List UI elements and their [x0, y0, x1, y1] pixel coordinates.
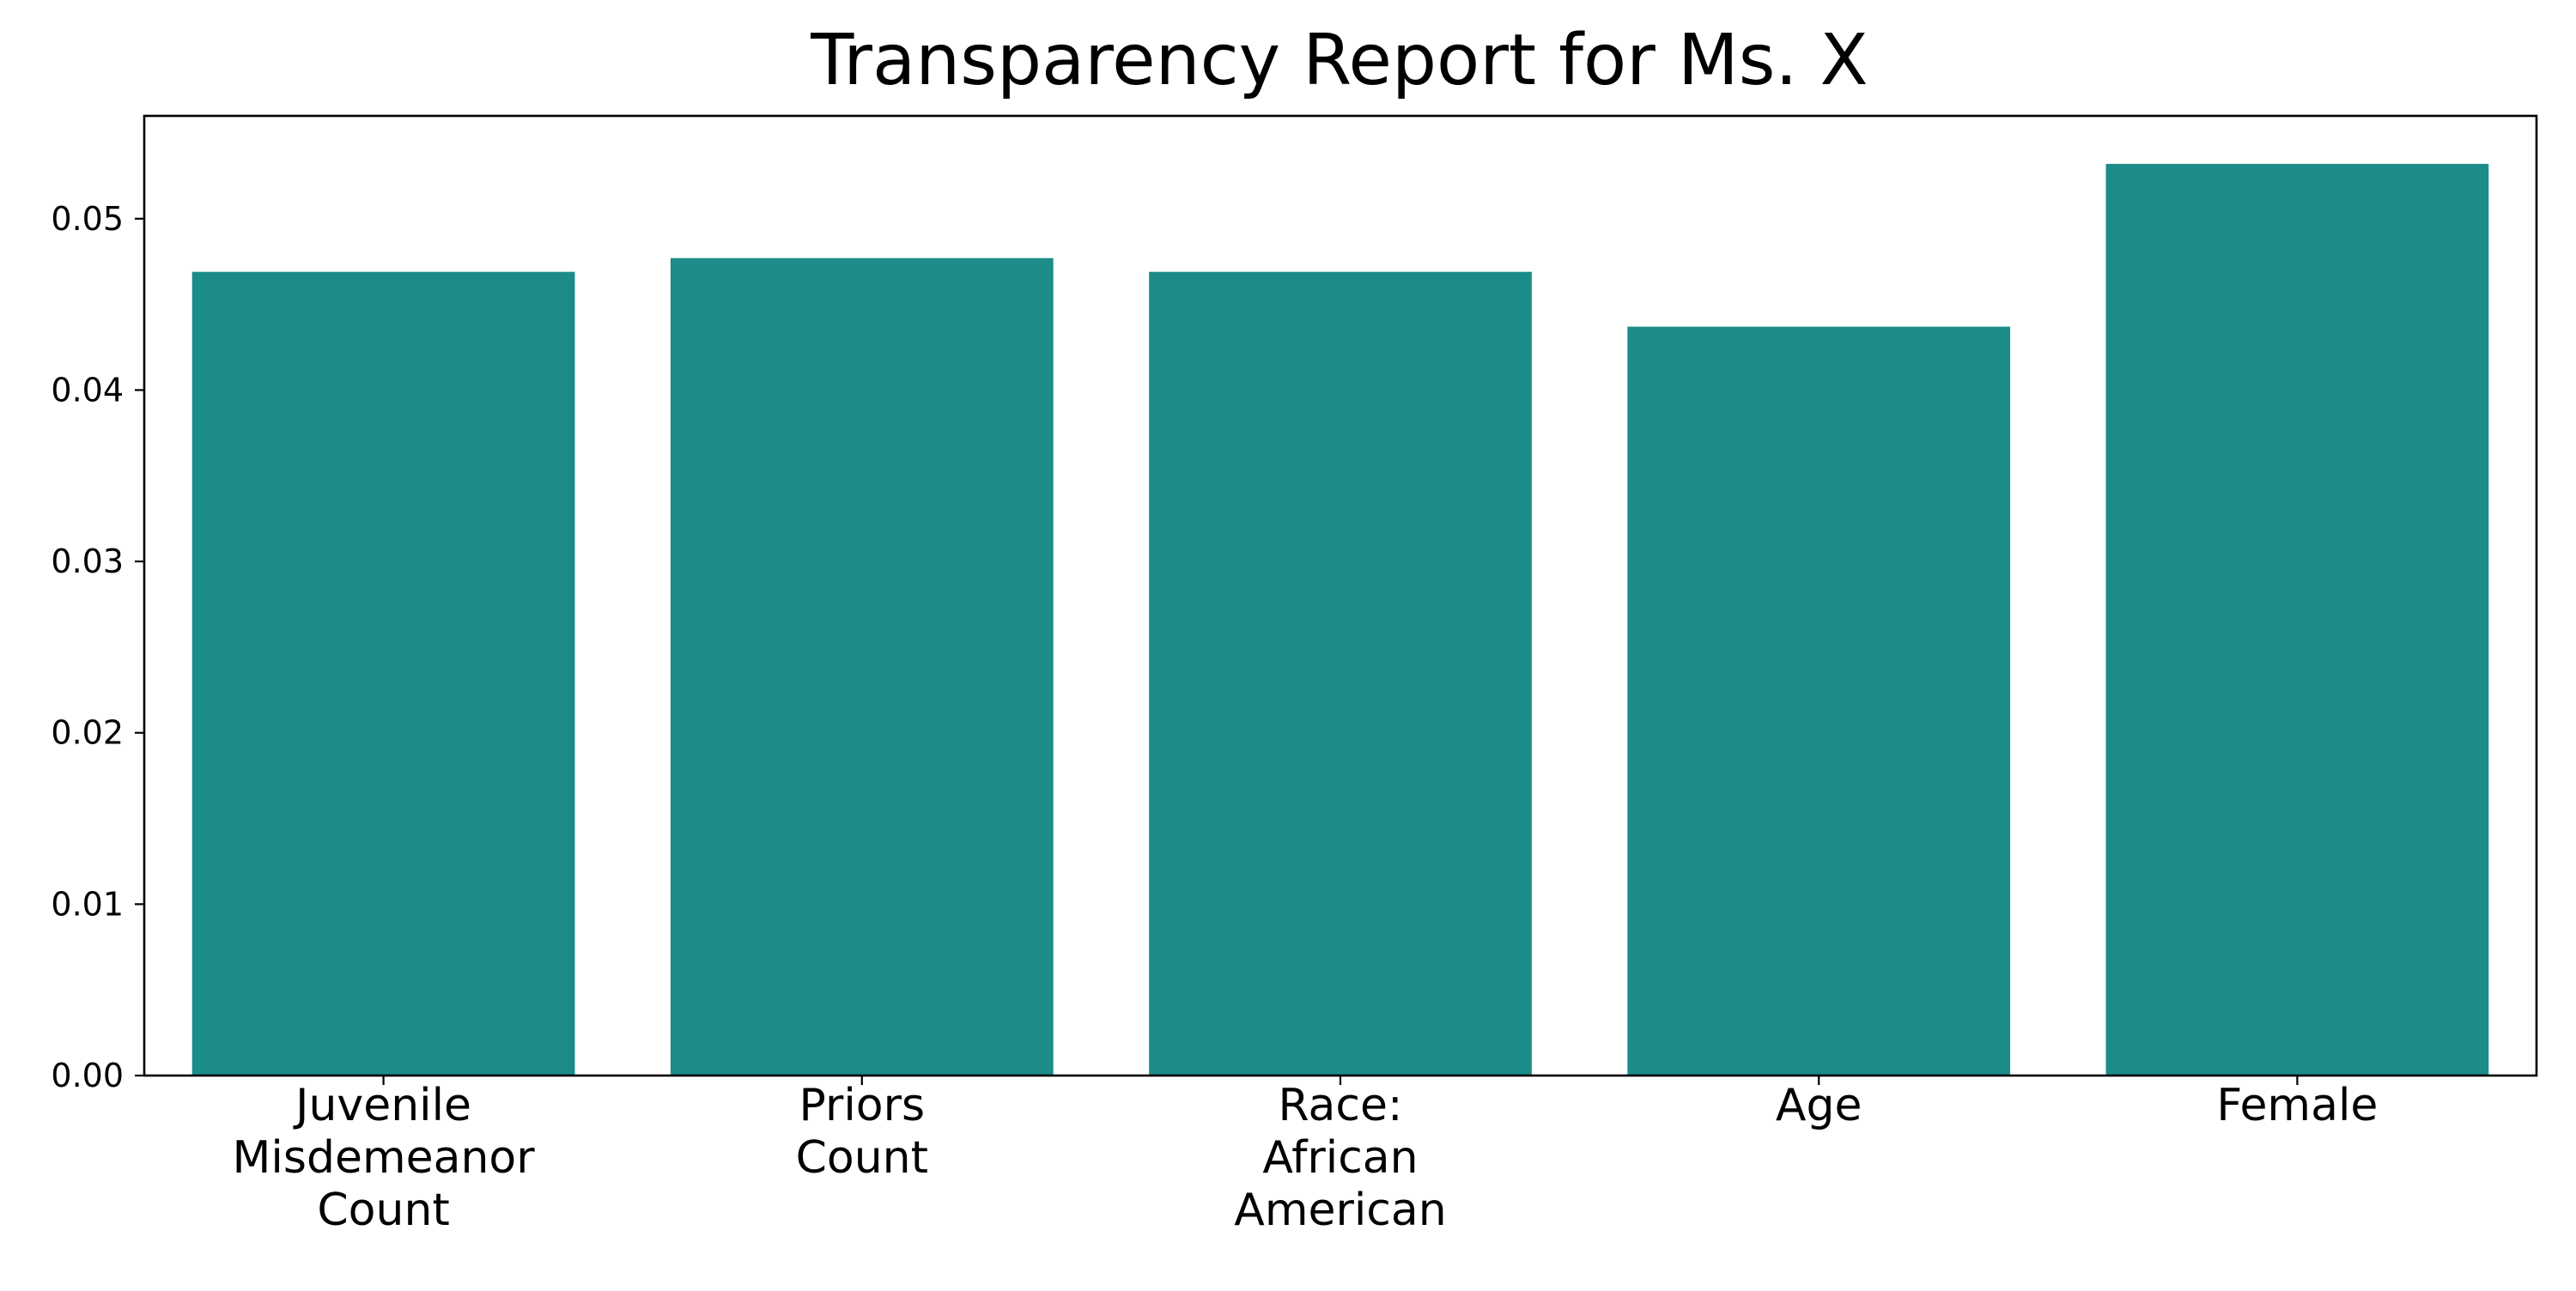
x-tick-label: Juvenile Misdemeanor Count — [233, 1080, 536, 1236]
x-tick-label-line: Juvenile — [293, 1080, 471, 1131]
ticks-layer: 0.00 0.01 0.02 0.03 0.04 0.05 Juvenile Misdemea… — [51, 200, 2378, 1236]
x-tick-label: Race: African American — [1234, 1080, 1446, 1236]
y-tick-label: 0.05 — [51, 200, 124, 238]
bar — [1627, 326, 2011, 1076]
x-tick-label: Age — [1776, 1080, 1862, 1131]
x-tick-label-line: Age — [1776, 1080, 1862, 1131]
bar — [670, 258, 1054, 1076]
x-tick-label-line: American — [1234, 1185, 1446, 1236]
y-tick-label: 0.00 — [51, 1057, 124, 1094]
bar — [191, 271, 575, 1076]
x-tick-label-line: Race: — [1279, 1080, 1403, 1131]
x-tick-label-line: Count — [796, 1132, 928, 1184]
x-tick-label-line: Priors — [799, 1080, 926, 1131]
chart-title: Transparency Report for Ms. X — [810, 20, 1868, 101]
x-tick-label: Priors Count — [796, 1080, 928, 1184]
x-tick-label-line: Count — [317, 1185, 449, 1236]
bar — [2105, 163, 2489, 1076]
x-tick-label-line: Female — [2216, 1080, 2378, 1131]
bars-layer — [191, 163, 2489, 1076]
x-tick-label: Female — [2216, 1080, 2378, 1131]
y-tick-label: 0.03 — [51, 542, 124, 580]
y-tick-label: 0.04 — [51, 371, 124, 409]
y-tick-label: 0.02 — [51, 714, 124, 752]
x-tick-label-line: Misdemeanor — [233, 1132, 536, 1184]
bar — [1149, 271, 1532, 1076]
x-tick-label-line: African — [1262, 1132, 1418, 1184]
y-tick-label: 0.01 — [51, 885, 124, 923]
